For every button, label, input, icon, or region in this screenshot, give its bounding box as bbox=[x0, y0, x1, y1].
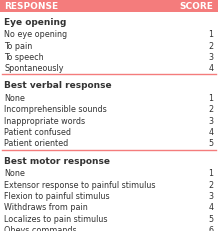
Text: Patient confused: Patient confused bbox=[4, 128, 71, 137]
Text: 4: 4 bbox=[209, 64, 214, 73]
Text: No eye opening: No eye opening bbox=[4, 30, 68, 39]
Text: Eye opening: Eye opening bbox=[4, 18, 67, 26]
Text: 2: 2 bbox=[208, 180, 214, 189]
Text: Obeys commands: Obeys commands bbox=[4, 225, 77, 231]
Text: Extensor response to painful stimulus: Extensor response to painful stimulus bbox=[4, 180, 156, 189]
Text: 3: 3 bbox=[209, 116, 214, 125]
Text: Spontaneously: Spontaneously bbox=[4, 64, 64, 73]
Text: RESPONSE: RESPONSE bbox=[4, 2, 58, 11]
Text: 5: 5 bbox=[208, 214, 214, 223]
Text: 1: 1 bbox=[209, 169, 214, 178]
Text: Localizes to pain stimulus: Localizes to pain stimulus bbox=[4, 214, 108, 223]
Text: Patient oriented: Patient oriented bbox=[4, 139, 69, 148]
Text: SCORE: SCORE bbox=[180, 2, 214, 11]
Text: 3: 3 bbox=[209, 191, 214, 200]
Text: None: None bbox=[4, 169, 25, 178]
Text: 5: 5 bbox=[208, 139, 214, 148]
Text: 2: 2 bbox=[208, 105, 214, 114]
Text: None: None bbox=[4, 94, 25, 103]
Text: 1: 1 bbox=[209, 30, 214, 39]
Text: Flexion to painful stimulus: Flexion to painful stimulus bbox=[4, 191, 110, 200]
Text: Best verbal response: Best verbal response bbox=[4, 81, 112, 90]
FancyBboxPatch shape bbox=[0, 0, 218, 13]
Text: 4: 4 bbox=[209, 203, 214, 211]
Text: Withdraws from pain: Withdraws from pain bbox=[4, 203, 88, 211]
Text: To speech: To speech bbox=[4, 53, 44, 61]
Text: Incomprehensible sounds: Incomprehensible sounds bbox=[4, 105, 107, 114]
Text: 1: 1 bbox=[209, 94, 214, 103]
Text: 2: 2 bbox=[208, 41, 214, 50]
Text: 4: 4 bbox=[209, 128, 214, 137]
Text: 6: 6 bbox=[209, 225, 214, 231]
Text: Best motor response: Best motor response bbox=[4, 156, 110, 165]
Text: To pain: To pain bbox=[4, 41, 33, 50]
Text: Inappropriate words: Inappropriate words bbox=[4, 116, 85, 125]
Text: 3: 3 bbox=[209, 53, 214, 61]
